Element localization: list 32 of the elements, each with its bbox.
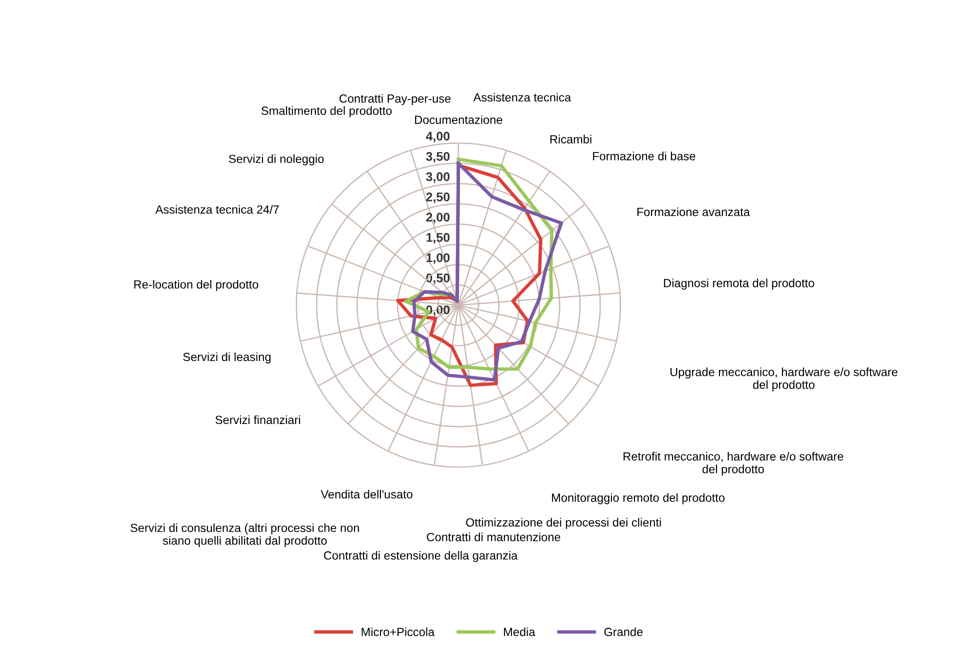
spoke-label: Documentazione — [415, 115, 502, 124]
spoke-label: Contratti Pay-per-use — [340, 94, 451, 106]
spoke-label: Contratti di estensione della garanzia — [324, 550, 518, 562]
spoke-label: Assistenza tecnica 24/7 — [155, 205, 279, 214]
spoke-label: Servizi finanziari — [215, 415, 300, 424]
spoke-label: Ricambi — [550, 134, 592, 144]
spoke-label: Retrofit meccanico, hardware e/o software del prodotto — [624, 452, 844, 476]
legend-label: Media — [504, 627, 536, 636]
spoke-label: Vendita dell'usato — [320, 490, 412, 498]
y-tick-label: 2,00 — [426, 212, 450, 224]
legend-label: Micro+Piccola — [362, 627, 435, 636]
spoke-label: Servizi di consulenza (altri processi che non siano quelli abilitati dal prodotto — [130, 523, 359, 548]
spoke-label: Ottimizzazione dei processi dei clienti — [466, 518, 661, 529]
spoke-label: Servizi di noleggio — [228, 154, 324, 166]
spoke-label: Formazione avanzata — [637, 207, 750, 216]
y-tick-label: 1,50 — [426, 233, 450, 244]
spoke-label: Monitoraggio remoto del prodotto — [552, 493, 724, 504]
y-tick-label: 1,00 — [426, 253, 450, 264]
y-tick-label: 4,00 — [426, 132, 450, 142]
y-tick-label: 3,50 — [426, 152, 450, 163]
legend-label: Grande — [604, 627, 643, 636]
spoke-label: Assistenza tecnica — [473, 92, 572, 102]
spoke-label: Formazione di base — [593, 152, 696, 160]
y-tick-label: 3,00 — [426, 172, 450, 183]
spoke-label: Re-location del prodotto — [134, 280, 258, 291]
spoke-label: Smaltimento del prodotto — [261, 106, 392, 118]
spoke-label: Diagnosi remota del prodotto — [664, 278, 814, 290]
y-tick-label: 2,50 — [426, 192, 450, 204]
y-tick-label: 0,50 — [426, 274, 450, 284]
spoke-label: Contratti di manutenzione — [426, 532, 560, 542]
spoke-label: Upgrade meccanico, hardware e/o software del prodotto — [670, 368, 898, 392]
spoke-label: Servizi di leasing — [183, 352, 270, 364]
